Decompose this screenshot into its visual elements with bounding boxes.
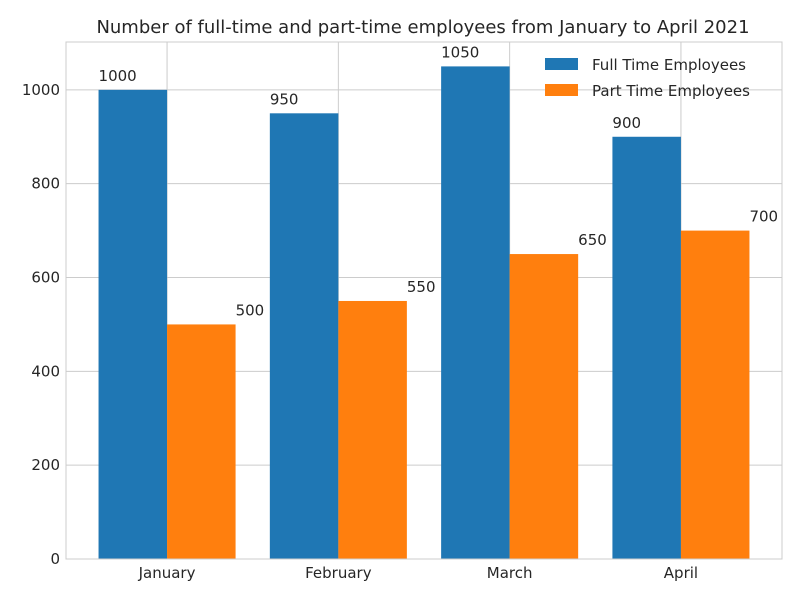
data-label: 1000 [99,67,137,85]
bar [167,324,236,559]
bar [338,300,407,559]
legend-swatch [545,84,578,96]
data-label: 1050 [441,43,479,61]
data-label: 900 [612,114,641,132]
x-tick-label: January [138,564,196,582]
x-tick-label: March [487,564,533,582]
data-label: 950 [270,90,299,108]
legend-swatch [545,58,578,70]
bar [612,136,681,559]
bar [680,230,750,559]
legend-label: Full Time Employees [592,56,746,74]
y-tick-label: 600 [31,269,60,287]
data-label: 550 [407,278,436,296]
legend-label: Part Time Employees [592,82,750,100]
y-tick-label: 200 [31,456,60,474]
y-tick-label: 400 [31,362,60,380]
data-label: 500 [236,301,265,319]
y-tick-label: 1000 [22,81,60,99]
chart-title: Number of full-time and part-time employ… [96,17,749,38]
data-labels: 1000 950 1050 900 500 550 650 700 [99,43,779,319]
data-label: 700 [749,208,778,226]
x-tick-label: April [664,564,698,582]
plot-frame [65,41,783,560]
bar [269,113,339,559]
bar [98,89,168,559]
x-tick-label: February [305,564,372,582]
axes: 0 200 400 600 800 1000 January February March Apr… [22,41,783,582]
bar [509,254,579,559]
data-label: 650 [578,231,607,249]
bars [98,66,750,560]
y-tick-label: 800 [31,175,60,193]
y-tick-label: 0 [50,550,60,568]
bar [441,66,510,560]
legend: Full Time Employees Part Time Employees [545,56,750,100]
